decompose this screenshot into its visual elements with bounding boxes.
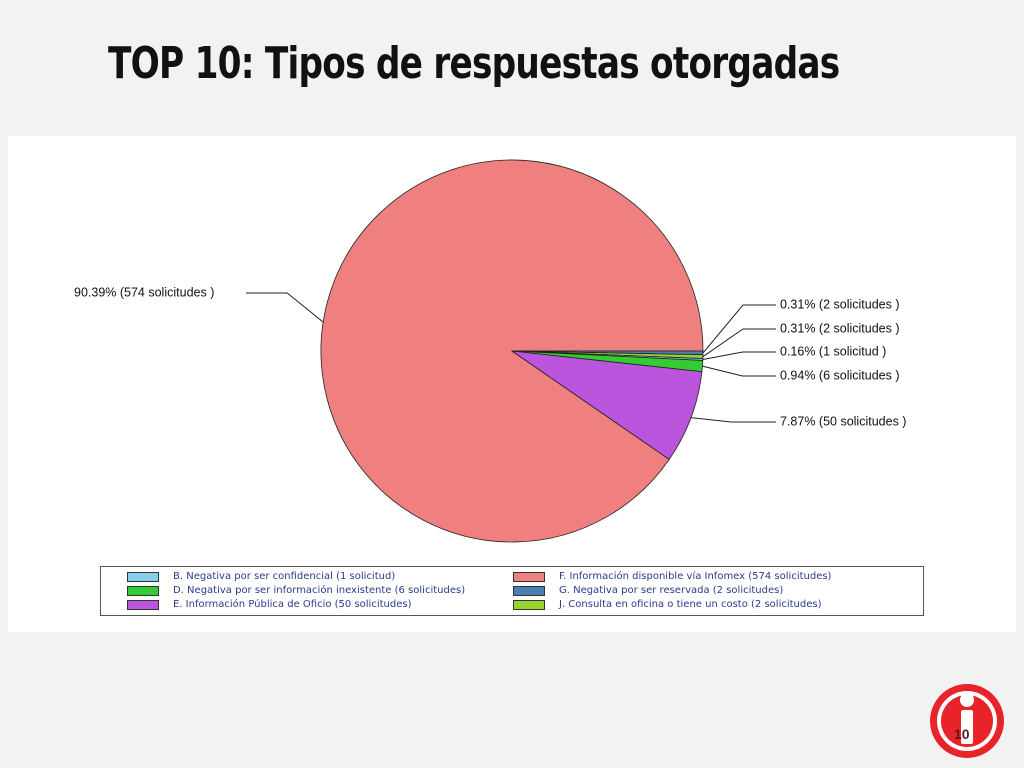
legend-label: J. Consulta en oficina o tiene un costo … (559, 599, 822, 610)
legend-item: E. Información Pública de Oficio (50 sol… (127, 599, 411, 610)
slide-title: TOP 10: Tipos de respuestas otorgadas (108, 38, 840, 89)
pie-leader-line (702, 365, 776, 377)
legend-item: F. Información disponible vía Infomex (5… (513, 571, 831, 582)
page-number: 10 (954, 726, 970, 742)
chart-legend: B. Negativa por ser confidencial (1 soli… (100, 566, 924, 616)
pie-leader-line (690, 417, 776, 423)
legend-label: B. Negativa por ser confidencial (1 soli… (173, 571, 396, 582)
pie-data-label: 7.87% (50 solicitudes ) (780, 414, 906, 428)
pie-slice (320, 159, 704, 543)
legend-label: E. Información Pública de Oficio (50 sol… (173, 599, 412, 610)
legend-swatch (513, 571, 545, 582)
legend-swatch (513, 599, 545, 610)
pie-data-label: 0.31% (2 solicitudes ) (780, 321, 900, 335)
legend-swatch (127, 585, 159, 596)
pie-slice (511, 350, 703, 460)
infomex-logo-icon (930, 684, 1004, 758)
pie-chart-panel: 90.39% (574 solicitudes ) 0.31% (2 solici… (8, 136, 1016, 632)
legend-item: D. Negativa por ser información inexiste… (127, 585, 465, 596)
pie-data-label: 90.39% (574 solicitudes ) (74, 285, 214, 299)
legend-swatch (513, 585, 545, 596)
legend-label: G. Negativa por ser reservada (2 solicit… (559, 585, 784, 596)
pie-leader-line (246, 292, 324, 323)
legend-swatch (127, 571, 159, 582)
pie-leader-line (702, 351, 776, 360)
pie-leader-line (702, 304, 776, 354)
pie-data-label: 0.94% (6 solicitudes ) (780, 368, 900, 382)
legend-item: G. Negativa por ser reservada (2 solicit… (513, 585, 783, 596)
pie-data-label: 0.31% (2 solicitudes ) (780, 297, 900, 311)
pie-data-label: 0.16% (1 solicitud ) (780, 344, 886, 358)
legend-label: D. Negativa por ser información inexiste… (173, 585, 466, 596)
legend-swatch (127, 599, 159, 610)
legend-label: F. Información disponible vía Infomex (5… (559, 571, 832, 582)
pie-chart: 90.39% (574 solicitudes ) 0.31% (2 solici… (74, 159, 906, 543)
legend-item: B. Negativa por ser confidencial (1 soli… (127, 571, 395, 582)
legend-item: J. Consulta en oficina o tiene un costo … (513, 599, 822, 610)
pie-leader-line (702, 328, 776, 358)
